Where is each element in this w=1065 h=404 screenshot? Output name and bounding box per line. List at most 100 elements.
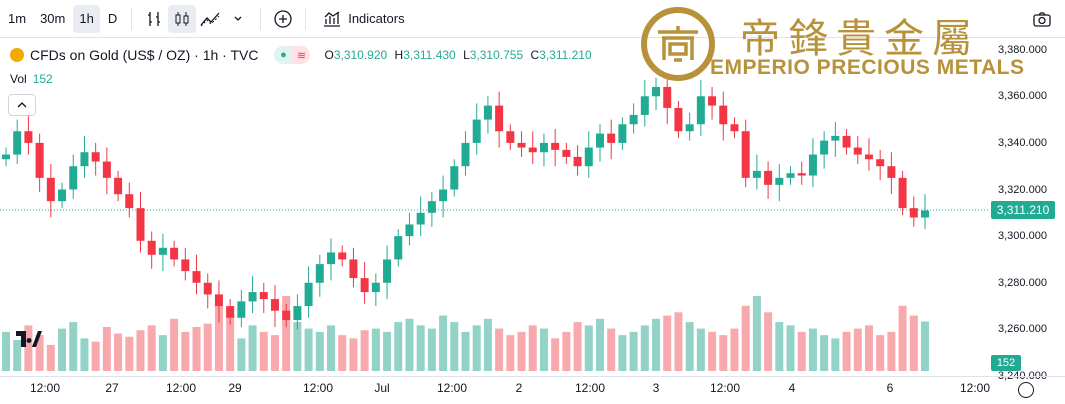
candle-body[interactable] — [125, 194, 134, 209]
candles-icon[interactable] — [168, 4, 197, 33]
candle-body[interactable] — [797, 173, 806, 176]
candle-body[interactable] — [293, 306, 302, 321]
candle-body[interactable] — [808, 154, 817, 176]
candle-body[interactable] — [394, 236, 403, 260]
candle-body[interactable] — [640, 96, 649, 115]
candle-body[interactable] — [629, 114, 638, 125]
candle-body[interactable] — [730, 124, 739, 132]
candle-body[interactable] — [181, 259, 190, 272]
area-chart-icon[interactable] — [196, 5, 224, 33]
candle-body[interactable] — [450, 166, 459, 190]
candle-body[interactable] — [909, 208, 918, 218]
candle-body[interactable] — [786, 173, 795, 178]
candle-body[interactable] — [226, 306, 235, 318]
candle-body[interactable] — [719, 105, 728, 125]
candle-body[interactable] — [831, 135, 840, 141]
camera-icon[interactable] — [1028, 5, 1056, 33]
candle-body[interactable] — [46, 177, 55, 202]
candle-body[interactable] — [607, 133, 616, 143]
candle-body[interactable] — [170, 247, 179, 260]
candle-body[interactable] — [439, 189, 448, 202]
candle-body[interactable] — [685, 124, 694, 132]
candle-body[interactable] — [24, 131, 33, 143]
price-chart[interactable] — [0, 38, 990, 376]
candle-body[interactable] — [461, 142, 470, 167]
candle-body[interactable] — [405, 224, 414, 237]
candle-body[interactable] — [573, 156, 582, 167]
candle-body[interactable] — [192, 271, 201, 283]
candle-body[interactable] — [595, 133, 604, 148]
candle-body[interactable] — [58, 189, 67, 202]
candle-body[interactable] — [203, 282, 212, 295]
candle-body[interactable] — [752, 170, 761, 178]
candle-body[interactable] — [248, 292, 257, 302]
indicators-button[interactable]: Indicators — [316, 5, 410, 33]
candle-body[interactable] — [551, 142, 560, 150]
candle-body[interactable] — [91, 152, 100, 162]
candle-body[interactable] — [136, 208, 145, 241]
candle-body[interactable] — [708, 96, 717, 106]
candle-body[interactable] — [371, 282, 380, 293]
candle-body[interactable] — [2, 154, 10, 160]
candle-body[interactable] — [282, 310, 291, 321]
candle-body[interactable] — [820, 140, 829, 155]
candle-body[interactable] — [584, 147, 593, 167]
candle-body[interactable] — [338, 252, 347, 260]
candle-body[interactable] — [13, 131, 22, 155]
candle-body[interactable] — [495, 105, 504, 132]
symbol-name[interactable]: CFDs on Gold (US$ / OZ) · 1h · TVC — [30, 47, 259, 63]
candle-body[interactable] — [663, 86, 672, 108]
candle-body[interactable] — [898, 177, 907, 209]
candle-body[interactable] — [383, 259, 392, 283]
candle-body[interactable] — [114, 177, 123, 195]
candle-body[interactable] — [876, 159, 885, 167]
candle-body[interactable] — [472, 119, 481, 143]
interval-30m-button[interactable]: 30m — [40, 11, 66, 26]
interval-1m-button[interactable]: 1m — [8, 11, 27, 26]
candle-body[interactable] — [237, 301, 246, 318]
candle-body[interactable] — [864, 154, 873, 160]
candle-body[interactable] — [921, 210, 929, 218]
candle-body[interactable] — [102, 161, 111, 178]
add-compare-icon[interactable] — [269, 5, 297, 33]
bar-chart-icon[interactable] — [140, 5, 168, 33]
candle-body[interactable] — [147, 240, 156, 255]
candle-body[interactable] — [483, 105, 492, 120]
candle-body[interactable] — [315, 264, 324, 283]
interval-1d-button[interactable]: D — [107, 11, 118, 26]
candle-body[interactable] — [887, 166, 896, 178]
candle-body[interactable] — [764, 170, 773, 185]
candle-body[interactable] — [80, 152, 89, 167]
candle-body[interactable] — [506, 131, 515, 143]
candle-body[interactable] — [741, 131, 750, 178]
reset-scale-icon[interactable] — [1018, 382, 1034, 398]
candle-body[interactable] — [842, 135, 851, 148]
candle-body[interactable] — [360, 278, 369, 293]
collapse-legend-button[interactable] — [8, 94, 36, 116]
candle-body[interactable] — [775, 177, 784, 185]
candle-body[interactable] — [427, 201, 436, 213]
candle-body[interactable] — [674, 107, 683, 132]
candle-body[interactable] — [304, 282, 313, 307]
candle-body[interactable] — [327, 252, 336, 265]
candle-body[interactable] — [158, 247, 167, 255]
candle-body[interactable] — [853, 147, 862, 155]
candle-body[interactable] — [214, 294, 223, 307]
candle-body[interactable] — [270, 299, 279, 311]
interval-1h-button[interactable]: 1h — [73, 4, 100, 33]
candle-body[interactable] — [696, 96, 705, 125]
candle-body[interactable] — [259, 292, 268, 300]
candle-body[interactable] — [528, 147, 537, 153]
candle-body[interactable] — [416, 212, 425, 225]
candle-body[interactable] — [539, 142, 548, 153]
candle-body[interactable] — [517, 142, 526, 148]
time-axis[interactable]: 12:00 27 12:00 29 12:00 Jul 12:00 2 12:00 3 12:00 4… — [0, 376, 1065, 404]
candle-body[interactable] — [562, 149, 571, 157]
chevron-down-icon[interactable] — [224, 5, 252, 33]
candle-body[interactable] — [69, 166, 78, 190]
candle-body[interactable] — [618, 124, 627, 143]
candle-body[interactable] — [652, 86, 661, 97]
candle-body[interactable] — [35, 142, 44, 178]
candle-body[interactable] — [349, 259, 358, 279]
tradingview-logo-icon[interactable] — [16, 330, 42, 353]
